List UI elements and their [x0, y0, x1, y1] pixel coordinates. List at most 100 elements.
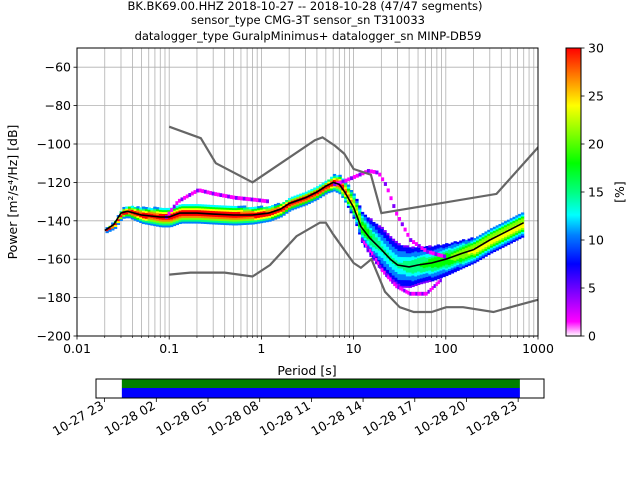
density-cell [229, 207, 233, 210]
density-cell [492, 234, 497, 237]
density-cell [307, 196, 311, 199]
density-cell [453, 264, 457, 267]
density-cell [400, 277, 404, 281]
density-cell [450, 263, 455, 266]
density-cell [487, 245, 491, 248]
density-cell-sparse [362, 240, 366, 245]
density-cell [324, 192, 328, 195]
density-cell [450, 248, 455, 251]
density-cell [240, 215, 244, 218]
density-cell [346, 199, 351, 203]
density-cell [192, 207, 196, 211]
density-cell [411, 257, 415, 261]
density-cell [313, 193, 317, 196]
density-cell [445, 271, 449, 275]
density-cell [414, 262, 418, 265]
density-cell [290, 196, 295, 199]
density-cell [184, 209, 188, 213]
density-cell [383, 233, 387, 237]
density-cell [181, 221, 185, 224]
density-cell [349, 199, 354, 202]
density-cell [408, 251, 412, 254]
density-cell [122, 216, 126, 219]
density-cell-sparse [172, 204, 176, 209]
density-cell [192, 213, 196, 216]
density-cell [262, 210, 266, 214]
density-cell [478, 257, 483, 261]
density-cell [419, 268, 424, 271]
density-cell [181, 213, 185, 216]
density-cell [473, 257, 477, 260]
density-cell [265, 219, 269, 223]
density-cell [515, 221, 519, 224]
x-tick-label: 0.1 [159, 341, 179, 356]
density-cell [259, 220, 264, 224]
density-cell [226, 205, 230, 208]
density-cell [293, 201, 297, 204]
density-cell [200, 217, 205, 220]
density-cell [318, 194, 323, 197]
y-tick-label: −100 [37, 137, 71, 152]
density-cell [484, 233, 488, 236]
density-cell-sparse [442, 254, 447, 259]
density-cell-sparse [368, 248, 372, 253]
density-cell [310, 194, 314, 197]
density-cell [178, 216, 182, 219]
density-cell [425, 267, 429, 270]
density-cell [450, 267, 455, 270]
density-cell [214, 216, 219, 219]
density-cell [358, 216, 362, 220]
density-cell [417, 250, 421, 253]
density-cell [411, 273, 415, 276]
density-cell [324, 186, 328, 189]
density-cell [495, 236, 499, 240]
density-cell [366, 228, 370, 232]
density-cell [414, 266, 418, 269]
density-cell [464, 245, 469, 248]
density-cell-sparse [383, 270, 386, 275]
density-cell [122, 212, 126, 215]
density-cell [397, 266, 401, 269]
density-cell [369, 222, 373, 225]
density-cell [504, 232, 508, 235]
density-cell-sparse [440, 253, 444, 258]
density-cell [276, 216, 281, 219]
density-cell [478, 234, 483, 238]
density-cell [352, 201, 356, 204]
density-cell [445, 262, 449, 265]
density-cell [422, 256, 426, 259]
density-cell [133, 206, 137, 210]
density-cell [341, 186, 345, 189]
density-cell [223, 205, 227, 208]
density-cell-sparse [428, 250, 433, 255]
density-cell [383, 264, 387, 267]
density-cell [125, 216, 129, 219]
density-cell [231, 209, 236, 212]
density-cell [223, 217, 227, 220]
density-cell [175, 217, 179, 220]
density-cell [431, 275, 435, 278]
density-cell [408, 270, 412, 273]
density-cell [147, 213, 151, 216]
density-cell [156, 210, 160, 214]
density-cell [226, 217, 230, 220]
density-cell [265, 206, 269, 209]
density-cell [363, 222, 368, 225]
density-cell [307, 198, 311, 201]
density-cell [490, 230, 494, 233]
density-cell [372, 231, 376, 234]
density-cell [386, 250, 390, 253]
density-cell [259, 207, 264, 210]
density-cell [388, 239, 393, 243]
density-cell [439, 266, 443, 269]
density-cell [366, 236, 370, 239]
density-cell [161, 223, 165, 226]
density-cell [442, 248, 446, 251]
density-cell [447, 255, 452, 258]
density-cell [388, 266, 393, 270]
density-cell [203, 204, 208, 207]
density-cell [181, 206, 185, 209]
density-cell [383, 239, 387, 242]
density-cell [456, 241, 460, 245]
